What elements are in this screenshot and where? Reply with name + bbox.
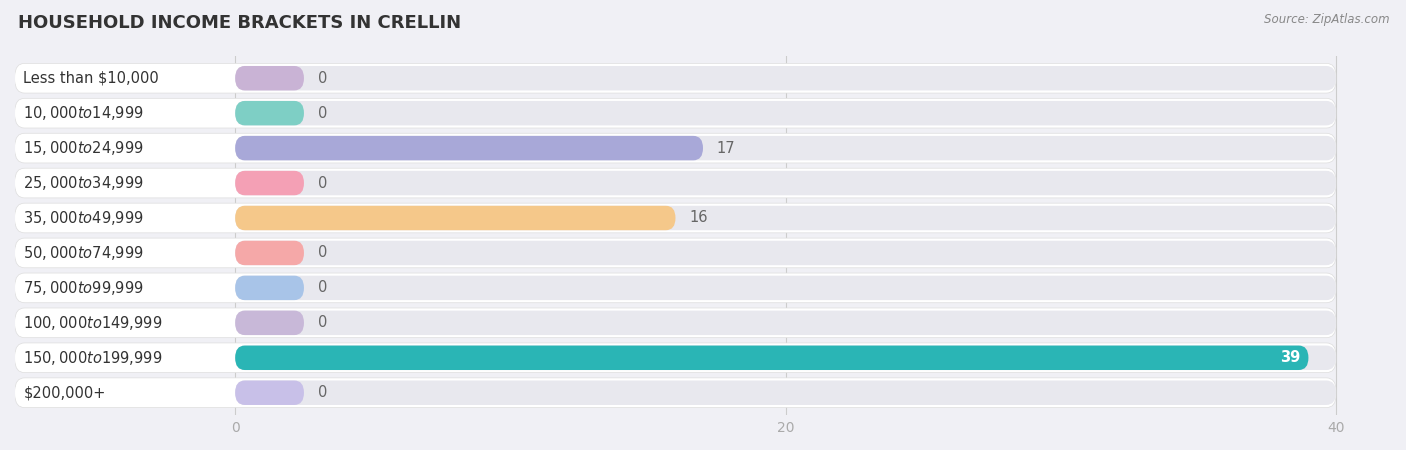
FancyBboxPatch shape	[235, 101, 1336, 126]
Text: $35,000 to $49,999: $35,000 to $49,999	[24, 209, 143, 227]
FancyBboxPatch shape	[235, 66, 1336, 90]
FancyBboxPatch shape	[235, 101, 304, 126]
FancyBboxPatch shape	[235, 206, 1336, 230]
Text: $10,000 to $14,999: $10,000 to $14,999	[24, 104, 143, 122]
FancyBboxPatch shape	[15, 346, 221, 370]
Text: $50,000 to $74,999: $50,000 to $74,999	[24, 244, 143, 262]
FancyBboxPatch shape	[15, 63, 1336, 93]
FancyBboxPatch shape	[15, 98, 1336, 128]
FancyBboxPatch shape	[235, 171, 1336, 195]
FancyBboxPatch shape	[15, 206, 221, 230]
FancyBboxPatch shape	[235, 206, 675, 230]
Text: $200,000+: $200,000+	[24, 385, 105, 400]
FancyBboxPatch shape	[235, 381, 304, 405]
FancyBboxPatch shape	[15, 276, 221, 300]
Text: 0: 0	[318, 106, 328, 121]
FancyBboxPatch shape	[235, 136, 1336, 160]
Text: 0: 0	[318, 315, 328, 330]
FancyBboxPatch shape	[15, 378, 1336, 408]
FancyBboxPatch shape	[235, 310, 1336, 335]
Text: Source: ZipAtlas.com: Source: ZipAtlas.com	[1264, 14, 1389, 27]
FancyBboxPatch shape	[235, 381, 1336, 405]
Text: $150,000 to $199,999: $150,000 to $199,999	[24, 349, 163, 367]
FancyBboxPatch shape	[15, 343, 1336, 373]
FancyBboxPatch shape	[15, 273, 1336, 303]
FancyBboxPatch shape	[15, 136, 221, 160]
Text: 39: 39	[1279, 350, 1301, 365]
Text: 16: 16	[689, 211, 707, 225]
Text: 0: 0	[318, 176, 328, 190]
FancyBboxPatch shape	[15, 203, 1336, 233]
FancyBboxPatch shape	[15, 241, 221, 265]
FancyBboxPatch shape	[15, 133, 1336, 163]
Text: 0: 0	[318, 280, 328, 295]
FancyBboxPatch shape	[235, 171, 304, 195]
Text: 0: 0	[318, 71, 328, 86]
Text: 0: 0	[318, 245, 328, 261]
FancyBboxPatch shape	[235, 276, 304, 300]
FancyBboxPatch shape	[15, 308, 1336, 338]
FancyBboxPatch shape	[15, 381, 221, 405]
Text: 0: 0	[318, 385, 328, 400]
Text: Less than $10,000: Less than $10,000	[24, 71, 159, 86]
FancyBboxPatch shape	[235, 310, 304, 335]
Text: HOUSEHOLD INCOME BRACKETS IN CRELLIN: HOUSEHOLD INCOME BRACKETS IN CRELLIN	[18, 14, 461, 32]
Text: $15,000 to $24,999: $15,000 to $24,999	[24, 139, 143, 157]
FancyBboxPatch shape	[15, 168, 1336, 198]
FancyBboxPatch shape	[15, 66, 221, 90]
Text: 17: 17	[717, 140, 735, 156]
FancyBboxPatch shape	[15, 238, 1336, 268]
FancyBboxPatch shape	[15, 101, 221, 126]
FancyBboxPatch shape	[235, 241, 1336, 265]
FancyBboxPatch shape	[235, 276, 1336, 300]
FancyBboxPatch shape	[15, 171, 221, 195]
Text: $100,000 to $149,999: $100,000 to $149,999	[24, 314, 163, 332]
Text: $75,000 to $99,999: $75,000 to $99,999	[24, 279, 143, 297]
FancyBboxPatch shape	[235, 66, 304, 90]
Text: $25,000 to $34,999: $25,000 to $34,999	[24, 174, 143, 192]
FancyBboxPatch shape	[15, 310, 221, 335]
FancyBboxPatch shape	[235, 346, 1336, 370]
FancyBboxPatch shape	[235, 136, 703, 160]
FancyBboxPatch shape	[235, 241, 304, 265]
FancyBboxPatch shape	[235, 346, 1309, 370]
